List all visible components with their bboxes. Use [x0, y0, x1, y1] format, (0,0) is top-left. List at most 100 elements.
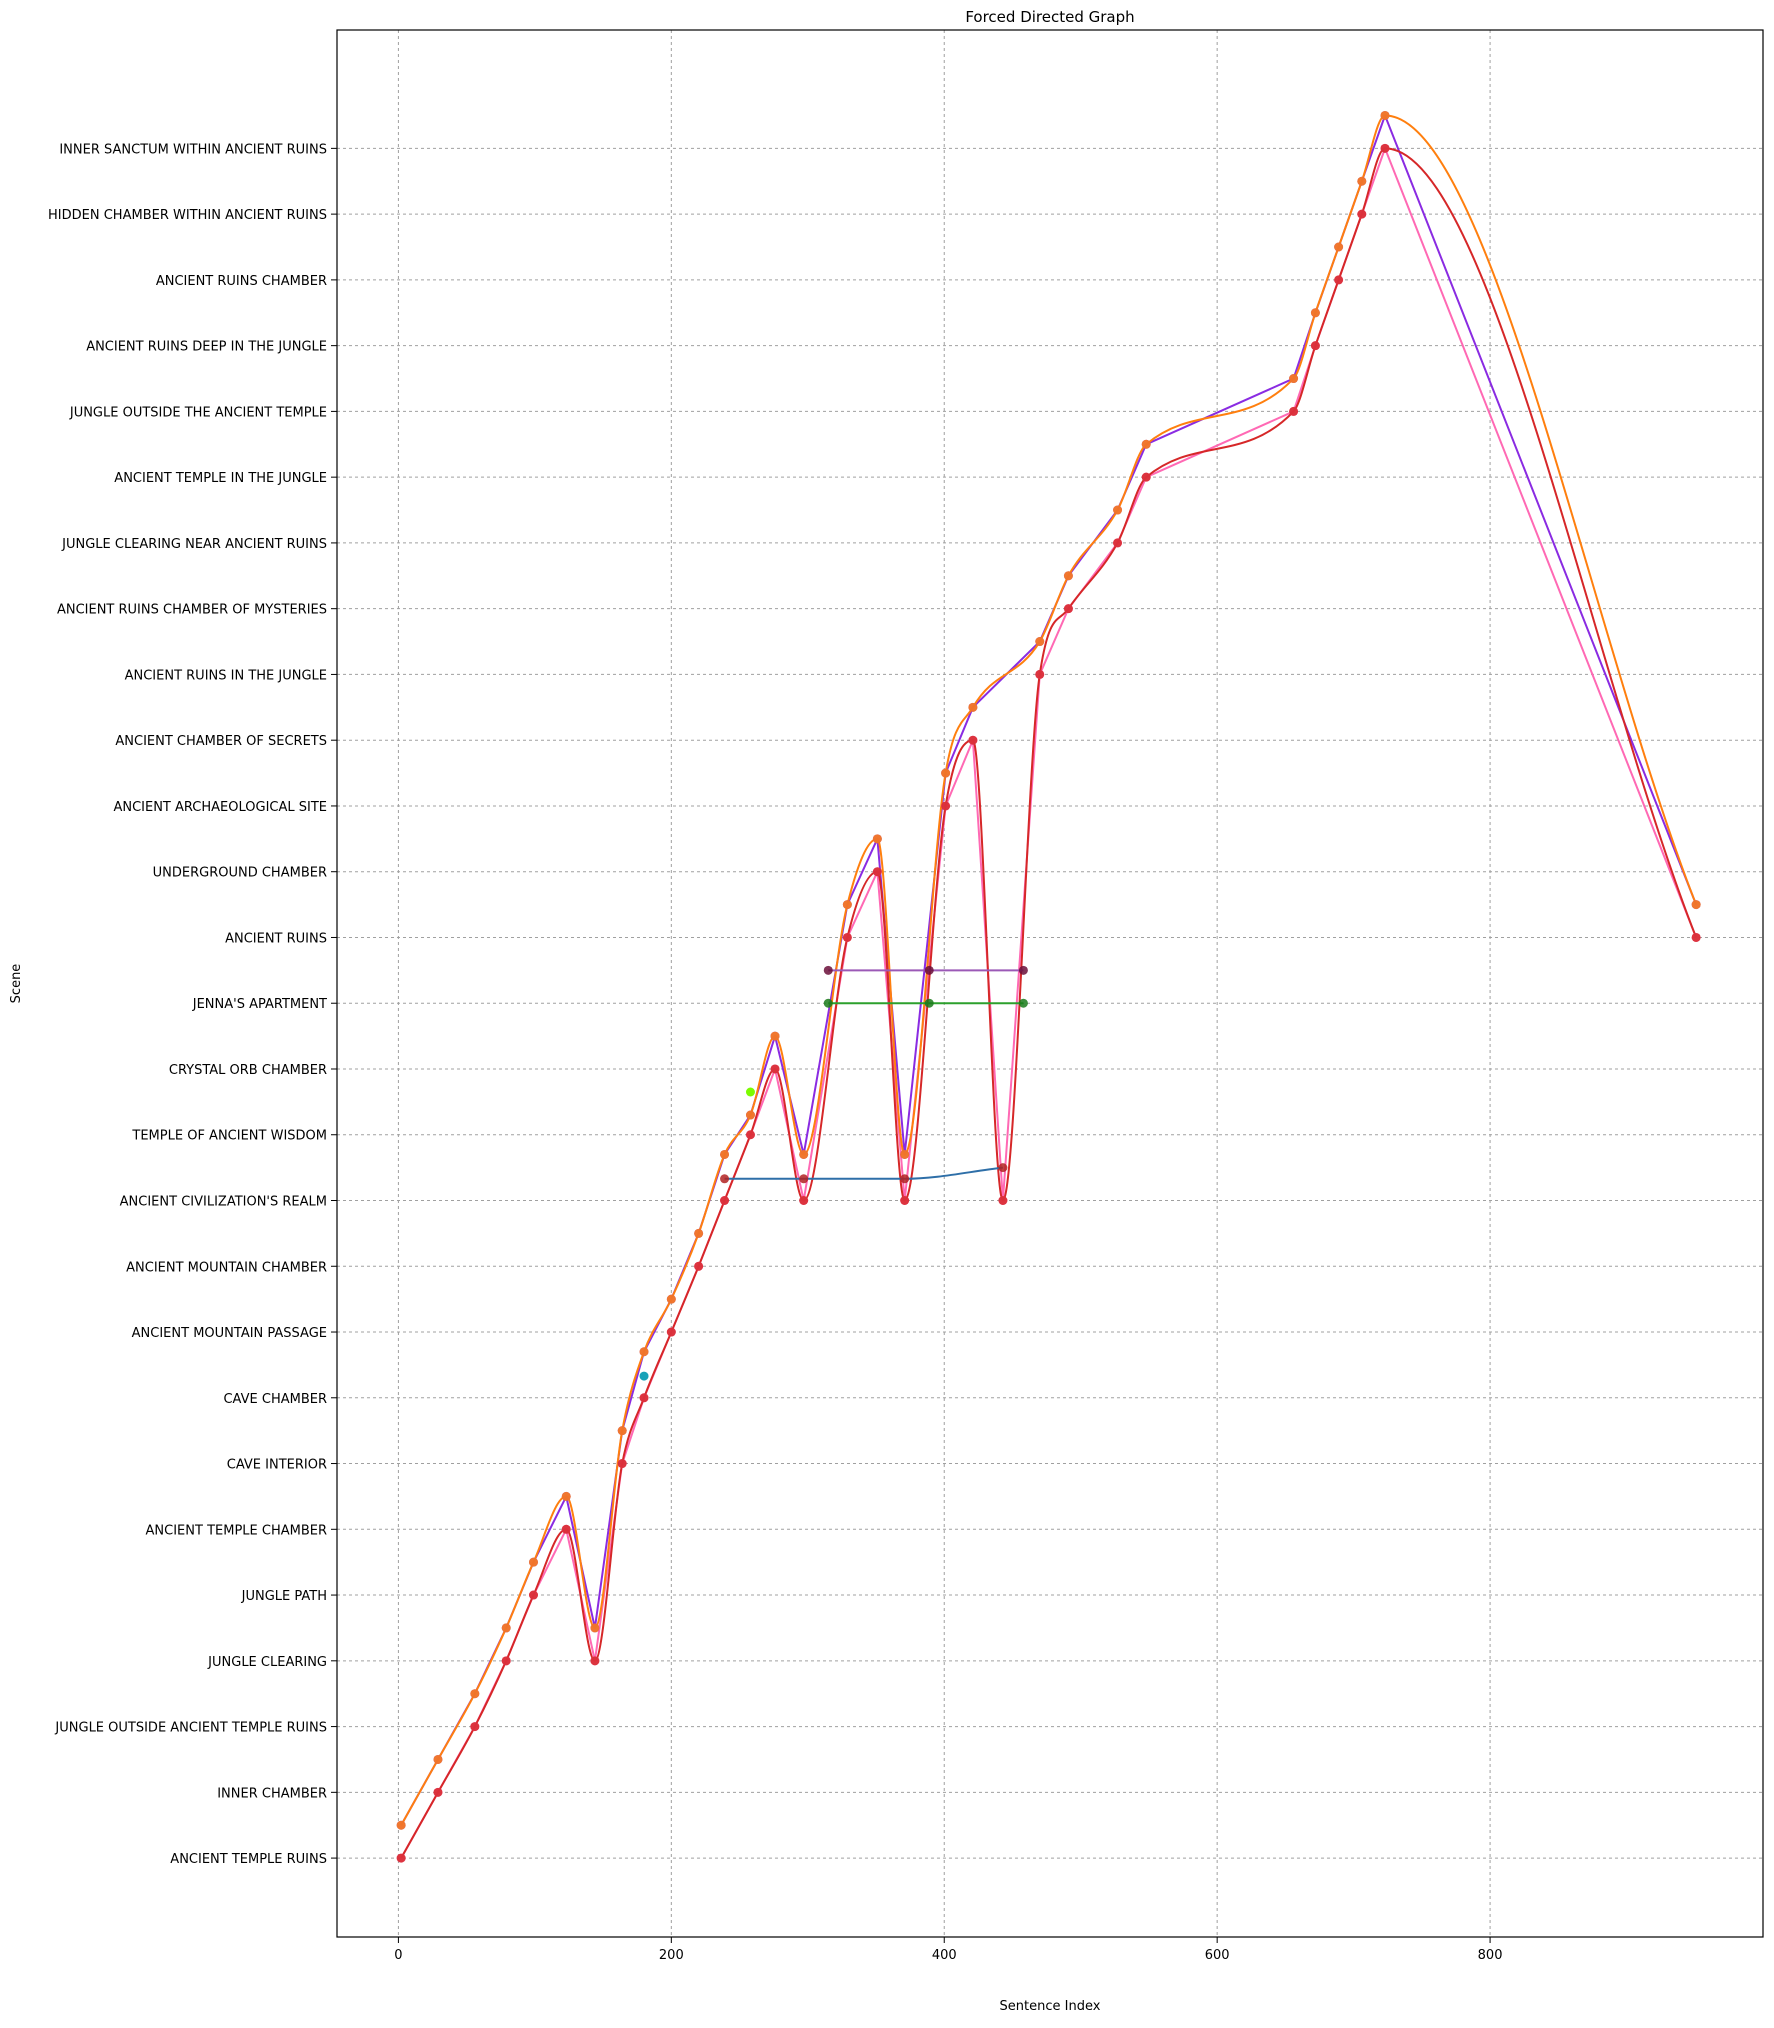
y-tick-label: INNER SANCTUM WITHIN ANCIENT RUINS	[59, 142, 327, 157]
axis-ticks: 0 200 400 600 800 ANCIENT TEMPLE RUINS INNER C…	[48, 142, 1502, 1963]
y-tick-label: JUNGLE CLEARING	[207, 1655, 327, 1670]
y-tick-label: JENNA'S APARTMENT	[192, 997, 327, 1012]
data-point	[1141, 439, 1151, 449]
data-point	[770, 1031, 780, 1041]
y-tick-label: HIDDEN CHAMBER WITHIN ANCIENT RUINS	[48, 208, 327, 223]
x-tick-label: 200	[659, 1948, 684, 1963]
y-tick-label: CRYSTAL ORB CHAMBER	[169, 1063, 327, 1078]
data-point	[823, 998, 833, 1008]
y-tick-label: ANCIENT RUINS CHAMBER OF MYSTERIES	[57, 603, 327, 618]
y-tick-label: CAVE CHAMBER	[223, 1392, 327, 1407]
data-point	[941, 768, 951, 778]
y-tick-label: ANCIENT MOUNTAIN PASSAGE	[132, 1326, 327, 1341]
data-point	[1691, 900, 1701, 910]
y-tick-label: JUNGLE PATH	[241, 1589, 327, 1604]
data-point	[433, 1787, 443, 1797]
data-point	[924, 998, 934, 1008]
isolated-data-point	[745, 1087, 755, 1097]
data-point	[770, 1064, 780, 1074]
y-tick-label: ANCIENT CIVILIZATION'S REALM	[120, 1195, 327, 1210]
data-point	[799, 1149, 809, 1159]
data-point	[900, 1149, 910, 1159]
y-tick-label: JUNGLE CLEARING NEAR ANCIENT RUINS	[61, 537, 327, 552]
series-line-0	[400, 114, 1698, 1826]
x-tick-label: 600	[1205, 1948, 1230, 1963]
data-point	[720, 1174, 730, 1184]
isolated-data-point	[639, 1371, 649, 1381]
data-point	[1113, 505, 1123, 515]
data-point	[872, 867, 882, 877]
data-point	[561, 1491, 571, 1501]
data-point	[1310, 308, 1320, 318]
y-tick-label: TEMPLE OF ANCIENT WISDOM	[131, 1129, 327, 1144]
x-tick-label: 0	[394, 1948, 402, 1963]
y-axis-title: Scene	[9, 964, 24, 1004]
y-tick-label: ANCIENT RUINS CHAMBER	[156, 274, 327, 289]
data-point	[1380, 143, 1390, 153]
data-point	[1018, 965, 1028, 975]
data-point	[1357, 176, 1367, 186]
data-point	[745, 1130, 755, 1140]
data-point	[968, 702, 978, 712]
x-tick-label: 400	[932, 1948, 957, 1963]
x-tick-label: 800	[1478, 1948, 1503, 1963]
y-tick-label: ANCIENT TEMPLE IN THE JUNGLE	[114, 471, 327, 486]
grid-lines	[337, 30, 1763, 1937]
data-point	[529, 1590, 539, 1600]
data-point	[433, 1754, 443, 1764]
y-tick-label: ANCIENT RUINS	[225, 931, 327, 946]
data-point	[998, 1163, 1008, 1173]
y-tick-label: ANCIENT RUINS DEEP IN THE JUNGLE	[86, 340, 327, 355]
data-point	[501, 1656, 511, 1666]
y-tick-label: ANCIENT CHAMBER OF SECRETS	[115, 734, 327, 749]
data-point	[1289, 374, 1299, 384]
y-tick-label: INNER CHAMBER	[217, 1786, 327, 1801]
data-point	[1691, 932, 1701, 942]
data-point	[1310, 341, 1320, 351]
data-point	[924, 965, 934, 975]
data-point	[842, 932, 852, 942]
x-axis-title: Sentence Index	[1000, 1999, 1101, 2014]
data-point	[590, 1656, 600, 1666]
data-point	[1113, 538, 1123, 548]
data-point	[1334, 242, 1344, 252]
y-tick-label: ANCIENT RUINS IN THE JUNGLE	[125, 668, 327, 683]
data-point	[1141, 472, 1151, 482]
data-point	[639, 1393, 649, 1403]
data-point	[1380, 110, 1390, 120]
data-point	[666, 1327, 676, 1337]
data-point	[1334, 275, 1344, 285]
y-tick-label: UNDERGROUND CHAMBER	[153, 866, 327, 881]
data-point	[470, 1722, 480, 1732]
data-point	[872, 834, 882, 844]
y-tick-label: ANCIENT ARCHAEOLOGICAL SITE	[113, 800, 327, 815]
y-tick-label: ANCIENT TEMPLE CHAMBER	[146, 1523, 327, 1538]
chart-title: Forced Directed Graph	[965, 8, 1134, 26]
y-tick-label: ANCIENT MOUNTAIN CHAMBER	[126, 1260, 327, 1275]
data-point	[1063, 604, 1073, 614]
y-tick-label: JUNGLE OUTSIDE THE ANCIENT TEMPLE	[69, 405, 327, 420]
data-point	[799, 1174, 809, 1184]
data-point	[666, 1294, 676, 1304]
data-point	[617, 1459, 627, 1469]
data-point	[501, 1623, 511, 1633]
data-point	[720, 1149, 730, 1159]
data-point	[396, 1853, 406, 1863]
data-point	[720, 1196, 730, 1206]
data-point	[823, 965, 833, 975]
data-point	[617, 1426, 627, 1436]
y-tick-label: ANCIENT TEMPLE RUINS	[170, 1852, 327, 1867]
data-point	[561, 1524, 571, 1534]
data-point	[1035, 637, 1045, 647]
data-point	[1063, 571, 1073, 581]
data-point	[639, 1347, 649, 1357]
data-point	[900, 1196, 910, 1206]
plot-frame	[336, 29, 1764, 1938]
y-tick-label: CAVE INTERIOR	[227, 1458, 327, 1473]
data-point	[998, 1196, 1008, 1206]
series-line-6	[724, 1166, 1004, 1180]
data-point	[1035, 669, 1045, 679]
data-point	[1018, 998, 1028, 1008]
series-markers	[396, 110, 1701, 1863]
